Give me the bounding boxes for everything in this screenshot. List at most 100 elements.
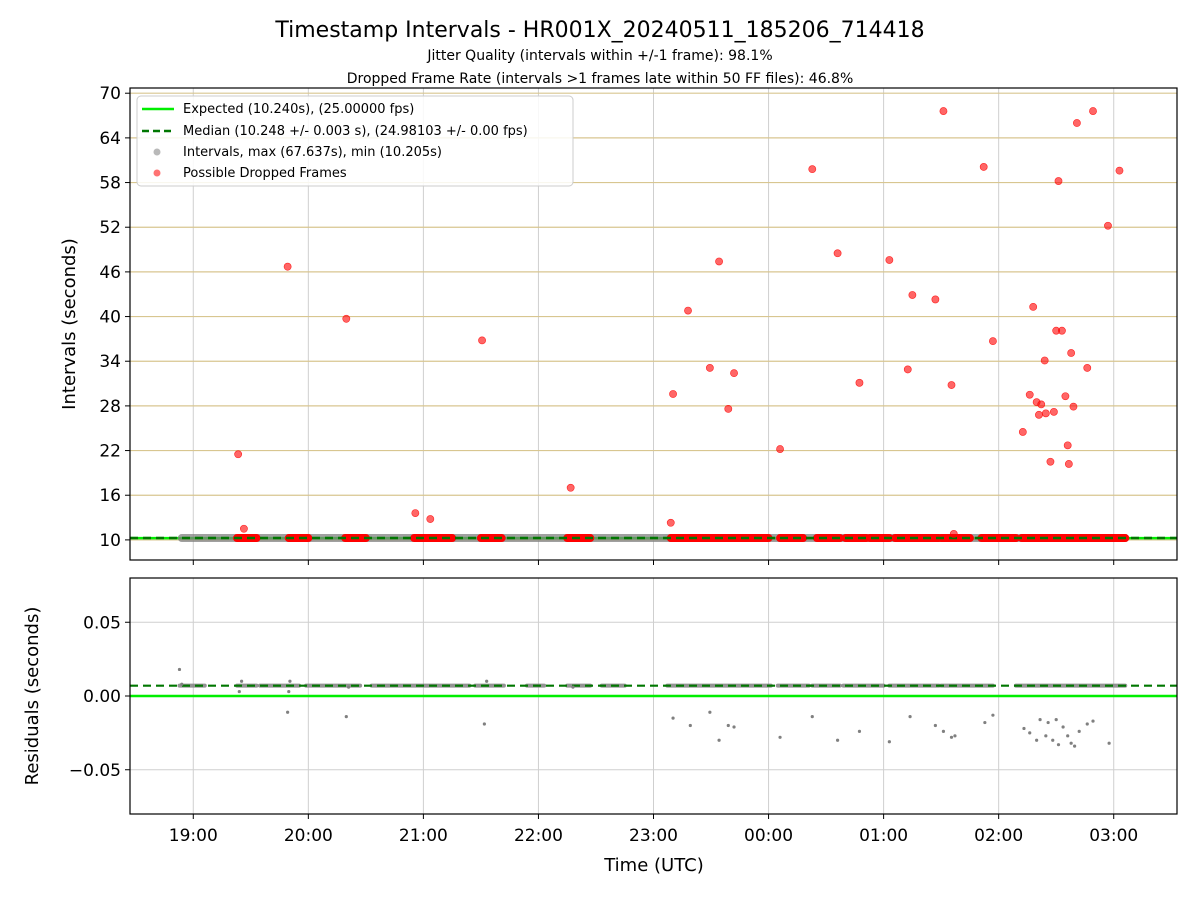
residual-point (1066, 734, 1070, 738)
dropped-frame-point (478, 336, 486, 345)
dropped-frame-point (908, 291, 917, 299)
residual-point (240, 679, 244, 683)
residual-point (857, 729, 862, 734)
residual-point (1054, 718, 1058, 722)
x-tick-label: 03:00 (1089, 826, 1138, 846)
dropped-frame-point (808, 165, 817, 174)
dropped-frame-point (1029, 302, 1038, 311)
residual-point (1046, 720, 1050, 725)
top-y-tick-label: 22 (99, 442, 121, 462)
residual-point (1069, 741, 1073, 745)
dropped-frame-point (684, 306, 692, 315)
residual-point (1051, 738, 1055, 742)
residual-point (286, 710, 290, 714)
dropped-frame-point (426, 515, 435, 523)
dropped-frame-point (776, 445, 784, 453)
bottom-reference-lines (130, 683, 1177, 698)
residual-point (347, 685, 351, 689)
dropped-frame-point (1069, 402, 1078, 411)
chart-title: Timestamp Intervals - HR001X_20240511_18… (274, 18, 924, 43)
residual-point (1073, 744, 1077, 748)
dropped-frame-point (724, 404, 733, 413)
residual-point (953, 734, 957, 738)
dropped-frame-point (903, 365, 912, 374)
residual-point (288, 679, 292, 683)
dropped-frame-point (1046, 457, 1055, 466)
dropped-frame-point (669, 390, 677, 398)
residual-point (1091, 719, 1095, 723)
top-y-tick-label: 16 (99, 486, 121, 506)
top-y-tick-label: 28 (99, 397, 121, 417)
legend: Expected (10.240s), (25.00000 fps) Media… (136, 95, 574, 187)
dropped-frame-point (1037, 400, 1046, 409)
top-y-tick-label: 10 (99, 531, 121, 551)
dropped-frame-point (1067, 349, 1076, 357)
top-y-tick-label: 70 (99, 84, 121, 104)
dropped-frame-point (1073, 119, 1081, 127)
x-tick-label: 23:00 (629, 826, 678, 846)
dropped-frame-point (949, 530, 958, 538)
dropped-frame-point (989, 337, 997, 346)
dropped-frame-point (939, 107, 948, 115)
residual-point (726, 723, 730, 728)
residual-point (571, 685, 575, 689)
residual-point (485, 679, 489, 683)
top-y-axis-label: Intervals (seconds) (59, 238, 80, 410)
residual-point (941, 729, 946, 734)
legend-dropped-swatch (153, 169, 161, 177)
bottom-y-tick-label: −0.05 (69, 761, 121, 781)
bottom-y-tick-label: 0.00 (83, 687, 121, 707)
residual-point (732, 725, 736, 729)
dropped-frame-point (1063, 441, 1072, 450)
dropped-frame-point (1035, 410, 1043, 419)
dropped-frame-point (979, 163, 988, 171)
dropped-frame-point (705, 364, 714, 372)
residual-point (180, 682, 184, 686)
bottom-y-axis-label: Residuals (seconds) (22, 607, 43, 786)
x-tick-label: 02:00 (974, 826, 1023, 846)
residual-point (983, 720, 987, 725)
residual-point (810, 715, 814, 719)
dropped-frame-point (1083, 364, 1092, 372)
residual-point (949, 735, 954, 739)
dropped-frame-point (931, 295, 940, 304)
dropped-frame-point (947, 381, 956, 389)
residual-point (708, 710, 712, 714)
dropped-frame-point (1104, 221, 1112, 230)
x-tick-label: 22:00 (514, 826, 563, 846)
top-y-ticks: 10 16 22 28 34 40 46 52 58 64 70 (99, 84, 130, 551)
dropped-frame-point (1049, 407, 1058, 416)
dropped-frame-point (885, 256, 894, 264)
dropped-frame-point (234, 450, 243, 459)
dropped-frame-point (240, 524, 248, 533)
residual-point (1085, 722, 1089, 726)
dropped-frame-point (833, 249, 842, 258)
residual-point (344, 715, 348, 719)
residual-point (688, 723, 692, 728)
top-y-tick-label: 52 (99, 218, 121, 238)
dropped-frame-point (1058, 326, 1066, 335)
top-y-tick-label: 40 (99, 308, 121, 328)
dropped-frame-point (666, 518, 675, 527)
x-tick-label: 20:00 (284, 826, 333, 846)
dropped-frame-point (1061, 392, 1070, 401)
x-tick-label: 21:00 (399, 826, 448, 846)
residual-point (1038, 718, 1042, 722)
x-tick-label: 19:00 (169, 826, 218, 846)
residual-point (1107, 741, 1111, 745)
legend-box (136, 95, 574, 187)
residual-point (1056, 743, 1061, 747)
bottom-residual-points (177, 667, 1111, 748)
legend-dropped-label: Possible Dropped Frames (183, 166, 347, 181)
residual-point (717, 738, 721, 742)
legend-intervals-swatch (153, 148, 161, 156)
top-y-tick-label: 64 (99, 129, 121, 149)
top-y-tick-label: 46 (99, 263, 121, 283)
residual-point (835, 738, 840, 742)
dropped-frame-point (855, 378, 864, 387)
chart-subtitle-jitter: Jitter Quality (intervals within +/-1 fr… (426, 48, 772, 64)
residual-point (671, 716, 675, 720)
residual-point (991, 713, 995, 717)
dropped-frame-point (566, 483, 575, 492)
